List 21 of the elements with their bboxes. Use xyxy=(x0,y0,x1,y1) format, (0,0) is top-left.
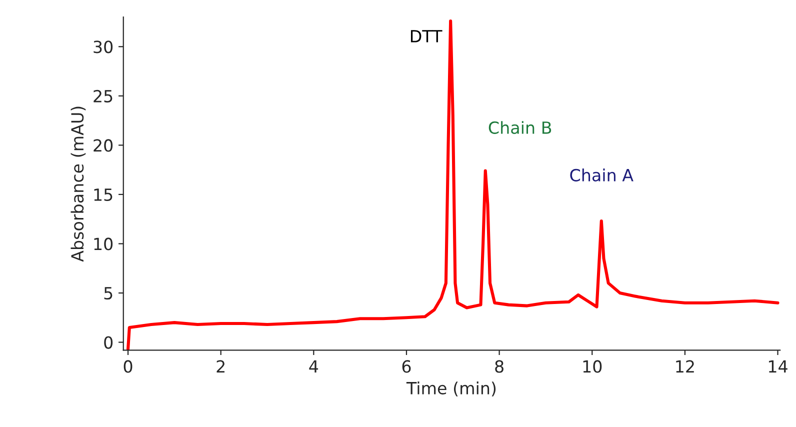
y-tick-label: 20 xyxy=(94,139,113,152)
y-tick-label: 10 xyxy=(94,238,113,250)
x-tick-label: 2 xyxy=(216,360,224,373)
x-tick-label: 12 xyxy=(676,360,694,373)
y-tick-label: 5 xyxy=(104,287,112,300)
y-tick-label: 0 xyxy=(104,336,113,349)
x-tick-label: 10 xyxy=(583,360,602,373)
x-tick-label: 4 xyxy=(309,360,318,373)
x-tick-label: 14 xyxy=(768,360,788,373)
y-axis-title: Absorbance (mAU) xyxy=(70,106,86,262)
y-tick-label: 25 xyxy=(94,90,112,102)
line-series xyxy=(126,19,780,350)
x-axis-title: Time (min) xyxy=(406,382,496,396)
y-tick-label: 15 xyxy=(94,188,112,202)
x-tick-label: 6 xyxy=(402,360,411,373)
annotation: DTT xyxy=(410,30,442,42)
x-tick-label: 8 xyxy=(495,360,504,373)
annotation: Chain A xyxy=(570,168,634,182)
y-tick-label: 30 xyxy=(94,40,113,54)
x-tick-label: 0 xyxy=(124,360,132,373)
annotation: Chain B xyxy=(488,121,552,134)
